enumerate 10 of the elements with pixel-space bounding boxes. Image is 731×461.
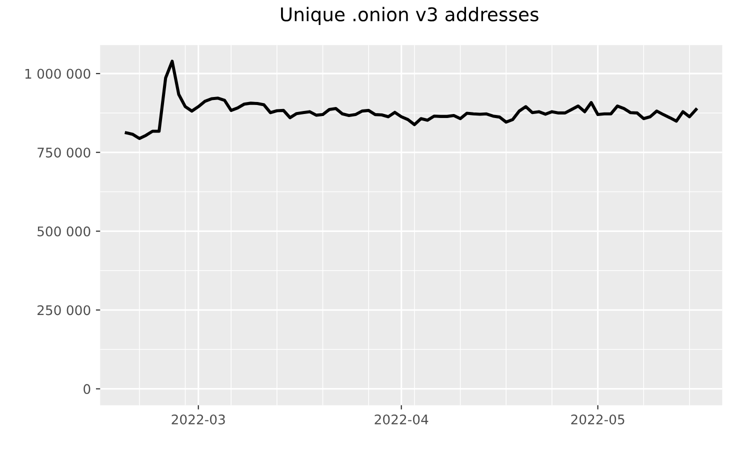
chart-title: Unique .onion v3 addresses xyxy=(281,6,538,26)
y-tick-label: 750 000 xyxy=(38,148,90,158)
line-series xyxy=(124,60,698,140)
x-tick-label: 2022-04 xyxy=(374,414,428,424)
y-tick-label: 0 xyxy=(84,384,90,394)
x-tick-label: 2022-03 xyxy=(172,414,225,424)
x-tick-label: 2022-05 xyxy=(571,414,624,424)
y-tick-label: 500 000 xyxy=(38,226,90,236)
y-tick-label: 250 000 xyxy=(38,305,90,316)
y-tick-label: 1 000 000 xyxy=(25,68,90,79)
